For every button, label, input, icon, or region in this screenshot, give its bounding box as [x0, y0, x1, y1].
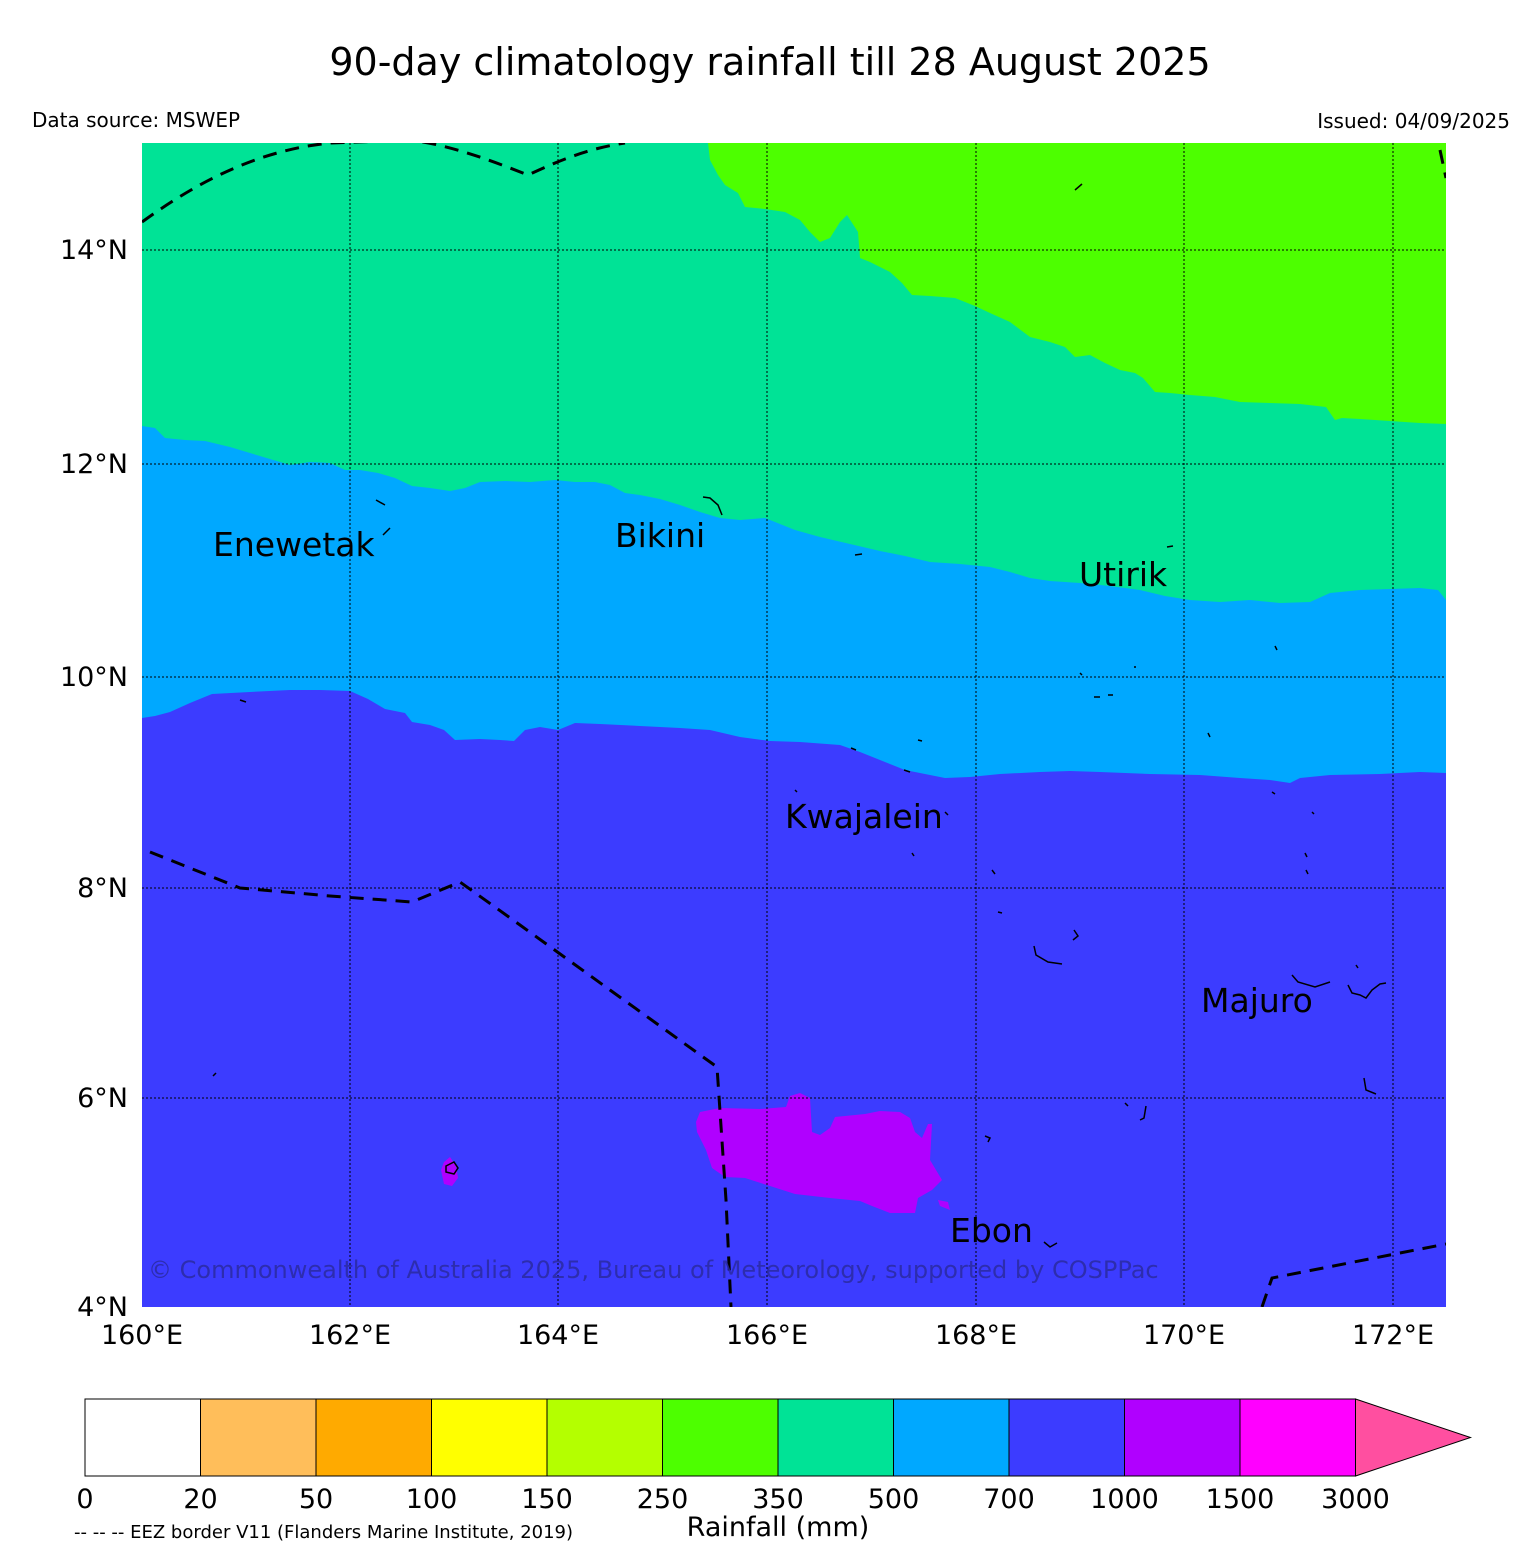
lat-label-6: 6°N [77, 1083, 128, 1114]
page-title: 90-day climatology rainfall till 28 Augu… [329, 40, 1211, 84]
colorbar-tick-label: 150 [521, 1484, 573, 1515]
lat-label-8: 8°N [77, 873, 128, 904]
colorbar-segment [1239, 1398, 1356, 1477]
region-250-350 [708, 143, 1446, 424]
colorbar-segment [315, 1398, 432, 1477]
colorbar-tick-label: 1500 [1206, 1484, 1275, 1515]
colorbar-segment [662, 1398, 779, 1477]
lon-label-164: 164°E [517, 1320, 599, 1351]
label-enewetak: Enewetak [213, 525, 376, 564]
region-1000-1500-small [441, 1157, 458, 1186]
colorbar-segment [893, 1398, 1010, 1477]
colorbar-tick-label: 700 [983, 1484, 1035, 1515]
label-utirik: Utirik [1079, 555, 1168, 594]
lat-label-14: 14°N [60, 235, 128, 266]
eez-legend-note: -- -- -- EEZ border V11 (Flanders Marine… [74, 1522, 574, 1543]
lon-label-166: 166°E [726, 1320, 808, 1351]
colorbar-tick-label: 350 [752, 1484, 804, 1515]
data-source: Data source: MSWEP [32, 108, 241, 132]
colorbar: 0 20 50 100 150 250 350 500 700 1000 1500 3000 [76, 1398, 1473, 1515]
colorbar-segment [1124, 1398, 1241, 1477]
lon-label-168: 168°E [935, 1320, 1017, 1351]
colorbar-segment [546, 1398, 663, 1477]
label-ebon: Ebon [950, 1211, 1033, 1250]
lon-label-162: 162°E [309, 1320, 391, 1351]
region-1000-1500-speck [938, 1200, 950, 1210]
label-kwajalein: Kwajalein [785, 797, 943, 836]
colorbar-tick-label: 100 [406, 1484, 458, 1515]
colorbar-tick-label: 250 [637, 1484, 689, 1515]
lat-label-10: 10°N [60, 662, 128, 693]
colorbar-tick-label: 20 [183, 1484, 217, 1515]
colorbar-tick-label: 3000 [1321, 1484, 1390, 1515]
colorbar-label: Rainfall (mm) [686, 1512, 870, 1543]
copyright-text: © Commonwealth of Australia 2025, Bureau… [148, 1256, 1159, 1284]
eez-border [142, 143, 1446, 1307]
graticule [142, 143, 1446, 1307]
lat-label-4: 4°N [77, 1292, 128, 1323]
lat-label-12: 12°N [60, 449, 128, 480]
map-area [142, 143, 1446, 1307]
colorbar-extend-arrow [1355, 1398, 1473, 1477]
lon-label-170: 170°E [1143, 1320, 1225, 1351]
lon-label-160: 160°E [101, 1320, 183, 1351]
colorbar-tick-label: 1000 [1090, 1484, 1159, 1515]
lon-label-172: 172°E [1352, 1320, 1434, 1351]
colorbar-tick-label: 0 [76, 1484, 93, 1515]
colorbar-segment [84, 1398, 201, 1477]
colorbar-tick-label: 50 [299, 1484, 333, 1515]
colorbar-segment [431, 1398, 548, 1477]
colorbar-tick-label: 500 [868, 1484, 920, 1515]
label-majuro: Majuro [1201, 981, 1313, 1020]
colorbar-segment [1008, 1398, 1125, 1477]
label-bikini: Bikini [615, 516, 705, 555]
issued-date: Issued: 04/09/2025 [1317, 109, 1510, 133]
region-1000-1500 [696, 1093, 942, 1213]
coastlines [212, 183, 1387, 1248]
colorbar-segment [777, 1398, 894, 1477]
colorbar-segment [200, 1398, 317, 1477]
